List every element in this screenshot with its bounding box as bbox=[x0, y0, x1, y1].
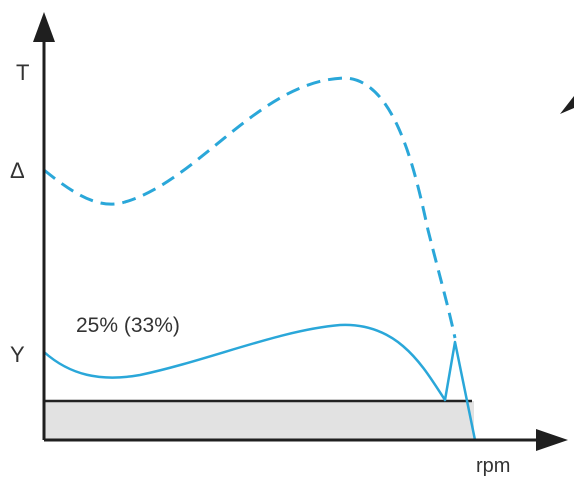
lower-solid-curve bbox=[42, 323, 477, 442]
y-axis-arrowhead bbox=[33, 12, 55, 42]
x-axis-arrowhead bbox=[536, 429, 568, 451]
y-axis-label: T bbox=[16, 60, 29, 85]
y-marker-label: Y bbox=[10, 342, 25, 367]
x-axis-label: rpm bbox=[476, 455, 510, 477]
baseline-band bbox=[44, 401, 474, 440]
delta-marker-label: Δ bbox=[10, 158, 25, 183]
percent-annotation: 25% (33%) bbox=[76, 314, 180, 337]
upper-dashed-curve bbox=[43, 76, 457, 339]
cropped-arrowhead bbox=[560, 96, 574, 114]
